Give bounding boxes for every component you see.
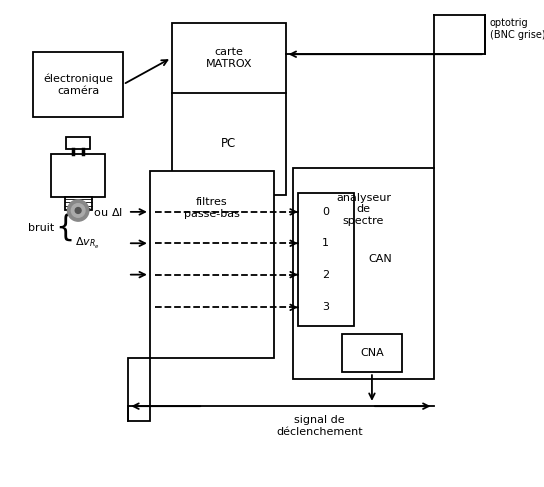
Bar	[65, 197, 92, 210]
Text: optotrig
(BNC grise): optotrig (BNC grise)	[490, 18, 544, 39]
Text: 1: 1	[322, 238, 329, 248]
Text: CAN: CAN	[368, 254, 392, 264]
Text: analyseur
de
spectre: analyseur de spectre	[336, 192, 391, 225]
Text: $\Delta v_{R_e}$: $\Delta v_{R_e}$	[75, 236, 99, 251]
Bar	[298, 192, 354, 326]
Text: bruit: bruit	[28, 223, 54, 233]
Text: 3: 3	[322, 302, 329, 312]
Text: $\Delta$V ou $\Delta$I: $\Delta$V ou $\Delta$I	[75, 206, 122, 218]
Bar	[342, 334, 403, 372]
Text: 0: 0	[322, 207, 329, 217]
Circle shape	[71, 204, 85, 217]
Bar	[128, 357, 150, 421]
Bar	[150, 170, 274, 357]
Bar	[52, 154, 105, 197]
Circle shape	[67, 200, 89, 221]
Text: carte
MATROX: carte MATROX	[206, 47, 252, 69]
Circle shape	[75, 207, 81, 213]
Text: {: {	[55, 213, 75, 242]
Text: filtres
passe-bas: filtres passe-bas	[184, 197, 239, 219]
Text: PC: PC	[221, 137, 236, 150]
Text: électronique
caméra: électronique caméra	[43, 74, 113, 95]
Text: signal de
déclenchement: signal de déclenchement	[276, 415, 363, 436]
Bar	[66, 137, 90, 149]
Text: 2: 2	[322, 270, 329, 280]
Bar	[33, 52, 123, 117]
Text: CNA: CNA	[360, 348, 384, 358]
Bar	[171, 22, 286, 195]
Bar	[293, 168, 434, 379]
